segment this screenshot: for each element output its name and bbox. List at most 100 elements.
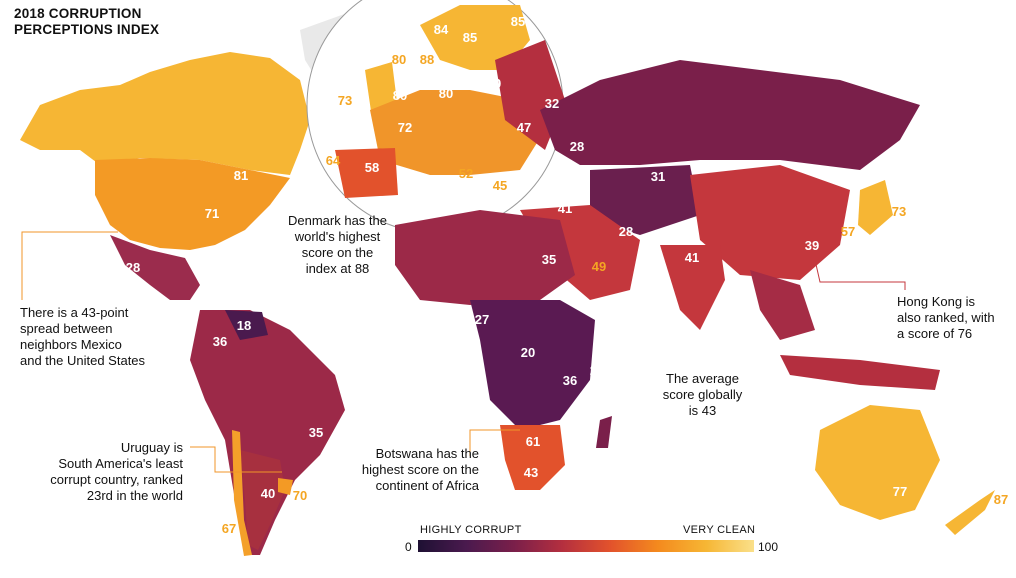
- region-japan: [858, 180, 893, 235]
- score-label-japan: 73: [892, 204, 906, 219]
- region-mexico: [110, 235, 200, 300]
- region-iberia: [335, 148, 398, 198]
- score-label-portugal: 64: [326, 153, 341, 168]
- region-se-asia: [750, 270, 815, 340]
- score-label-mexico: 28: [126, 260, 140, 275]
- note-line: Botswana has the: [375, 446, 479, 461]
- score-label-uruguay: 70: [293, 488, 307, 503]
- score-label-france: 72: [398, 120, 412, 135]
- note-line: highest score on the: [361, 462, 479, 477]
- score-label-finland: 85: [511, 14, 525, 29]
- region-scandinavia: [420, 5, 530, 70]
- score-label-south-africa: 43: [524, 465, 538, 480]
- note-line: continent of Africa: [375, 478, 479, 493]
- region-chile: [232, 430, 252, 556]
- region-china: [690, 165, 850, 280]
- score-label-botswana: 61: [526, 434, 540, 449]
- note-line: is 43: [688, 403, 717, 418]
- region-venezuela: [225, 310, 268, 340]
- note-line: Hong Kong is: [897, 294, 976, 309]
- score-label-united-states: 71: [205, 206, 219, 221]
- legend-max: 100: [758, 540, 779, 554]
- score-label-poland: 60: [487, 76, 501, 91]
- score-label-iran: 28: [619, 224, 633, 239]
- note-uruguay: Uruguay is South America's least corrupt…: [40, 440, 183, 504]
- callout-line-mexico: [21, 231, 118, 300]
- score-label-new-zealand: 87: [994, 492, 1008, 507]
- note-line: corrupt country, ranked: [50, 472, 183, 487]
- legend-gradient-bar: [418, 540, 754, 552]
- note-line: South America's least: [58, 456, 183, 471]
- score-label-philippines: 36: [855, 284, 869, 299]
- score-label-saudi-arabia: 49: [592, 259, 606, 274]
- score-label-colombia: 36: [213, 334, 227, 349]
- note-line: The average: [666, 371, 739, 386]
- score-label-brazil: 35: [309, 425, 323, 440]
- region-southern-africa: [500, 425, 565, 490]
- region-new-zealand: [945, 490, 995, 535]
- region-uruguay: [278, 478, 293, 495]
- note-botswana: Botswana has the highest score on the co…: [342, 446, 479, 494]
- score-label-united-kingdom: 80: [392, 52, 406, 67]
- legend-min: 0: [405, 540, 412, 554]
- score-label-greece: 45: [493, 178, 507, 193]
- score-labels: 84 85 85 73 80 88 80 80 60 32 72 47 64 58 52 45 28 31 41 28…: [126, 14, 1008, 536]
- score-label-canada: 81: [234, 168, 248, 183]
- note-line: There is a 43-point: [20, 305, 129, 320]
- score-label-argentina: 40: [261, 486, 275, 501]
- note-hongkong: Hong Kong is also ranked, with a score o…: [897, 294, 995, 342]
- region-india: [660, 245, 725, 330]
- note-line: 23rd in the world: [86, 488, 183, 503]
- score-label-netherlands: 80: [439, 86, 453, 101]
- note-line: spread between: [20, 321, 113, 336]
- score-label-norway: 84: [434, 22, 449, 37]
- note-line: Denmark has the: [288, 213, 387, 228]
- region-argentina: [240, 450, 285, 550]
- region-usa: [95, 158, 290, 250]
- score-label-kenya: 27: [590, 363, 604, 378]
- note-line: and the United States: [20, 353, 146, 368]
- region-south-america: [190, 310, 345, 555]
- callout-line-botswana: [469, 429, 520, 456]
- note-line: world's highest: [294, 229, 381, 244]
- score-label-venezuela: 18: [237, 318, 251, 333]
- score-label-spain: 58: [365, 160, 379, 175]
- note-line: neighbors Mexico: [20, 337, 122, 352]
- score-label-india: 41: [685, 250, 699, 265]
- score-label-hungary: 47: [517, 120, 531, 135]
- score-label-italy: 52: [459, 166, 473, 181]
- legend-left-caption: HIGHLY CORRUPT: [420, 524, 522, 536]
- region-madagascar: [596, 416, 612, 448]
- note-line: index at 88: [305, 261, 370, 276]
- score-label-china: 39: [805, 238, 819, 253]
- callout-line-uruguay: [190, 446, 282, 473]
- note-line: score on the: [301, 245, 374, 260]
- score-label-tanzania: 36: [563, 373, 577, 388]
- score-label-turkey: 41: [558, 201, 572, 216]
- region-central-africa: [470, 300, 595, 430]
- score-label-ireland: 73: [338, 93, 352, 108]
- score-label-ukraine: 32: [545, 96, 559, 111]
- score-label-nigeria: 27: [475, 312, 489, 327]
- region-western-europe: [370, 90, 545, 175]
- score-label-germany: 80: [393, 88, 407, 103]
- region-russia: [540, 60, 920, 170]
- note-line: Uruguay is: [120, 440, 183, 455]
- score-label-kazakhstan: 31: [651, 169, 665, 184]
- score-label-thailand: 33: [812, 300, 826, 315]
- region-north-africa: [395, 210, 575, 305]
- title-line: PERCEPTIONS INDEX: [14, 22, 160, 37]
- map-title: 2018 CORRUPTION PERCEPTIONS INDEX: [14, 6, 159, 38]
- callout-line-hongkong: [814, 259, 906, 290]
- score-label-russia: 28: [570, 139, 584, 154]
- note-denmark: Denmark has the world's highest score on…: [270, 213, 405, 277]
- note-line: a score of 76: [897, 326, 973, 341]
- note-mexico: There is a 43-point spread between neigh…: [20, 305, 145, 369]
- score-label-south-korea: 57: [841, 224, 855, 239]
- score-label-indonesia: 38: [817, 390, 831, 405]
- score-label-chile: 67: [222, 521, 236, 536]
- note-average: The average score globally is 43: [640, 371, 765, 419]
- note-line: score globally: [662, 387, 743, 402]
